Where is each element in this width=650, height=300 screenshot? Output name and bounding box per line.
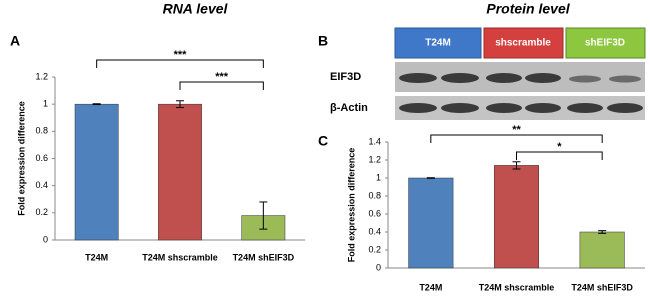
lane-header xyxy=(565,27,646,59)
significance-bracket xyxy=(179,81,264,90)
y-tick-label: 0.2 xyxy=(368,244,381,254)
error-bar xyxy=(598,230,607,234)
x-tick-label: T24M xyxy=(85,252,108,262)
y-tick-label: 0.6 xyxy=(35,153,48,163)
bar xyxy=(579,231,625,269)
bands xyxy=(399,73,643,113)
lane-label: T24M xyxy=(425,38,451,49)
panel-label: A xyxy=(10,33,20,49)
y-axis-label: Fold expression difference xyxy=(16,101,26,216)
y-tick-label: 0.6 xyxy=(368,208,381,218)
lane-label: shscramble xyxy=(495,38,551,49)
lane-header xyxy=(394,27,482,59)
x-tick-label: T24M shEIF3D xyxy=(571,282,633,292)
y-tick-label: 0 xyxy=(43,234,48,244)
y-tick-label: 0.2 xyxy=(35,207,48,217)
y-tick-label: 1 xyxy=(376,172,381,182)
bar xyxy=(493,165,540,269)
y-tick-label: 1.2 xyxy=(35,71,48,81)
error-bar xyxy=(512,161,521,170)
y-tick-label: 0 xyxy=(376,262,381,272)
x-tick-label: T24M shEIF3D xyxy=(233,252,295,262)
significance-label: ** xyxy=(512,124,521,136)
error-bar xyxy=(259,201,268,230)
significance-label: *** xyxy=(174,49,188,61)
y-tick-label: 1.2 xyxy=(368,154,381,164)
title: RNA level xyxy=(163,1,229,17)
error-bar xyxy=(176,100,184,109)
y-tick-label: 1 xyxy=(43,99,48,109)
title: Protein level xyxy=(486,1,570,17)
panel-label: B xyxy=(318,33,328,49)
significance-bracket xyxy=(96,59,264,68)
significance-bracket xyxy=(516,151,603,160)
row-label: β-Actin xyxy=(330,102,368,114)
significance-bracket xyxy=(430,134,603,143)
error-bar xyxy=(426,177,435,179)
bar xyxy=(74,103,119,241)
significance-label: * xyxy=(557,141,562,153)
bar xyxy=(408,177,454,269)
y-tick-label: 0.4 xyxy=(368,226,381,236)
bar xyxy=(158,103,202,241)
error-bar xyxy=(92,103,101,106)
lane-label: shEIF3D xyxy=(585,38,625,49)
y-tick-label: 0.4 xyxy=(35,180,48,190)
y-axis-label: Fold expression difference xyxy=(346,148,356,263)
y-tick-label: 0.8 xyxy=(35,126,48,136)
x-tick-label: T24M xyxy=(419,282,442,292)
row-label: EIF3D xyxy=(330,71,361,83)
y-tick-label: 0.8 xyxy=(368,190,381,200)
y-tick-label: 1.4 xyxy=(368,136,381,146)
significance-label: *** xyxy=(215,71,229,83)
x-tick-label: T24M shscramble xyxy=(142,252,218,262)
blot: T24M shscramble shEIF3D EIF3D β-Actin xyxy=(330,27,646,120)
lane-header xyxy=(483,27,564,59)
x-tick-label: T24M shscramble xyxy=(479,282,555,292)
panel-label: C xyxy=(318,133,328,149)
